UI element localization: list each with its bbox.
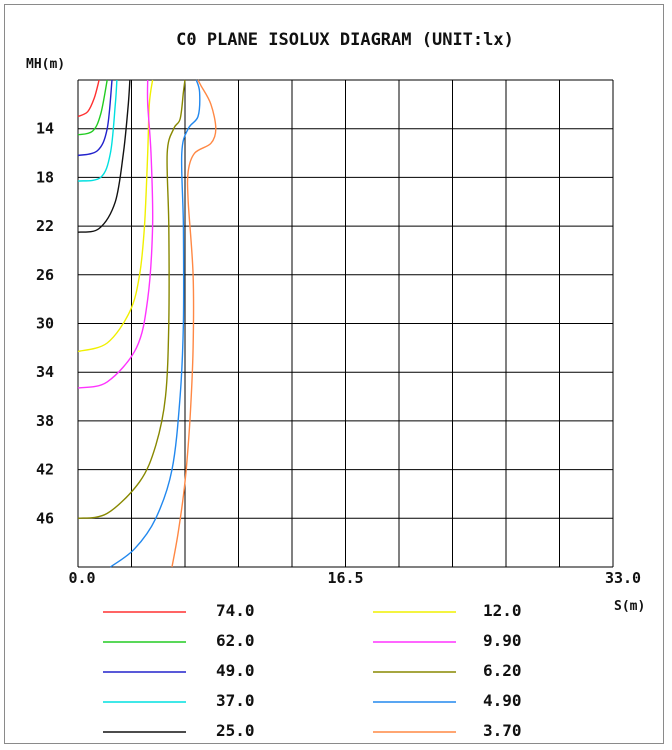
legend-label: 9.90 [483,631,522,650]
legend-label: 74.0 [216,601,255,620]
isolux-curve-12.0 [77,79,154,353]
x-tick-labels: 0.0 16.5 33.0 [68,569,641,587]
x-tick-label: 16.5 [327,569,363,587]
y-tick-labels: 14 18 22 26 30 34 38 42 46 [36,120,54,528]
legend-label: 49.0 [216,661,255,680]
y-tick-label: 18 [36,168,54,186]
isolux-curve-6.20 [77,79,186,519]
isolux-curve-74.0 [77,79,100,118]
x-tick-label: 33.0 [605,569,641,587]
legend-label: 62.0 [216,631,255,650]
y-tick-label: 34 [36,363,54,381]
isolux-curve-49.0 [77,79,113,157]
x-tick-label: 0.0 [68,569,95,587]
isolux-curve-25.0 [77,79,131,233]
legend-label: 25.0 [216,721,255,740]
legend-label: 6.20 [483,661,522,680]
legend-label: 37.0 [216,691,255,710]
legend-label: 3.70 [483,721,522,740]
isolux-curve-62.0 [77,79,108,136]
y-tick-label: 42 [36,461,54,479]
grid [77,79,614,568]
y-tick-label: 22 [36,217,54,235]
y-tick-label: 14 [36,120,54,138]
y-tick-label: 38 [36,412,54,430]
chart-title: C0 PLANE ISOLUX DIAGRAM (UNIT:lx) [176,30,514,50]
y-axis-label: MH(m) [26,57,65,72]
legend: 74.0 62.0 49.0 37.0 25.0 12.0 9.90 6.20 4.90 3.70 [103,601,522,740]
isolux-curve-3.70 [171,79,217,568]
x-axis-label: S(m) [614,599,645,614]
legend-label: 4.90 [483,691,522,710]
legend-label: 12.0 [483,601,522,620]
isolux-curve-4.90 [109,79,201,568]
isolux-curve-9.90 [77,79,154,389]
y-tick-label: 30 [36,315,54,333]
y-tick-label: 26 [36,266,54,284]
isolux-curves [77,79,217,568]
isolux-curve-37.0 [77,79,118,182]
y-tick-label: 46 [36,509,54,527]
